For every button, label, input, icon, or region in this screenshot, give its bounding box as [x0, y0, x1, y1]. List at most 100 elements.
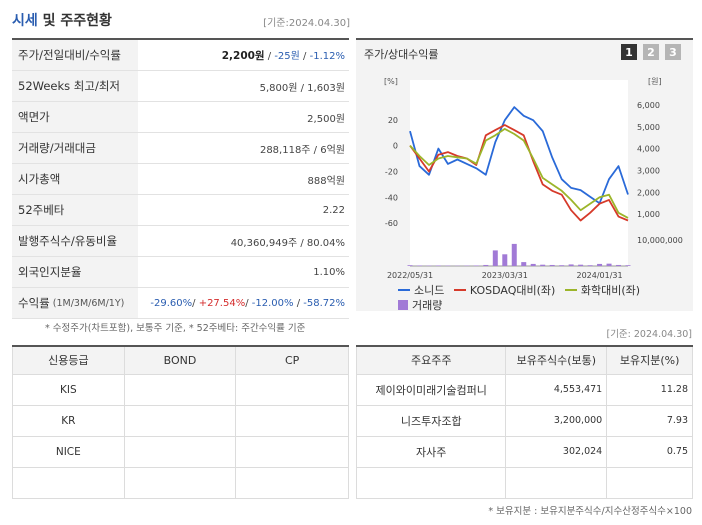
row-value: 888억원 — [307, 175, 346, 187]
volume-bar — [540, 264, 546, 266]
row-value: 288,118주 / 6억원 — [259, 144, 345, 156]
price-row: 시가총액 888억원 — [12, 164, 349, 195]
holding-note: * 보유지분 : 보유지분주식수/지수산정주식수×100 — [488, 506, 692, 517]
legend-swatch — [398, 289, 410, 291]
section-title-rest: 및 주주현황 — [37, 13, 112, 29]
major-shareholders-table: 주요주주 보유주식수(보통) 보유지분(%) 제이와이미래기술컴퍼니 4,553,… — [355, 345, 693, 499]
price-row: 수익률 (1M/3M/6M/1Y) -29.60%/ +27.54%/ -12.0… — [12, 288, 349, 319]
row-value: 5,800원 / 1,603원 — [259, 82, 345, 94]
table-cell: 0.75 — [606, 435, 693, 468]
volume-bar — [473, 265, 479, 266]
table-cell — [606, 466, 693, 499]
table-row: 니즈투자조합 3,200,000 7.93 — [355, 404, 693, 437]
volume-bar — [502, 254, 508, 266]
volume-bar — [435, 265, 441, 266]
table-cell — [235, 373, 349, 406]
table-cell: KR — [12, 404, 125, 437]
volume-bar — [597, 263, 603, 266]
base-date: [기준:2024.04.30] — [263, 18, 350, 29]
holders-base-date: [기준: 2024.04.30] — [606, 329, 692, 340]
credit-rating-table: 신용등급 BOND CP KIS KR NICE — [12, 345, 349, 499]
y-left-tick-label: 20 — [388, 116, 398, 125]
column-header: 주요주주 — [355, 346, 507, 375]
chart-tab-3[interactable]: 3 — [665, 44, 681, 60]
table-cell — [235, 466, 349, 499]
table-row: KIS — [12, 373, 349, 406]
x-tick-label: 2022/05/31 — [387, 271, 433, 280]
volume-bar — [416, 265, 422, 266]
series-line — [409, 128, 629, 219]
volume-bar — [549, 264, 555, 266]
volume-bar — [530, 263, 536, 266]
volume-bar — [483, 264, 489, 266]
price-row: 52Weeks 최고/최저 5,800원 / 1,603원 — [12, 71, 349, 102]
series-line — [409, 106, 629, 205]
volume-bar — [578, 264, 584, 266]
table-row — [12, 466, 349, 499]
table-cell: 자사주 — [355, 435, 507, 468]
price-row: 주가/전일대비/수익률 2,200원 / -25원 / -1.12% — [12, 40, 349, 71]
legend-swatch — [453, 289, 466, 291]
row-label: 거래량/거래대금 — [12, 133, 138, 163]
table-cell: 3,200,000 — [505, 404, 608, 437]
table-header-row: 주요주주 보유주식수(보통) 보유지분(%) — [355, 346, 693, 375]
return-6m: -12.00% — [251, 297, 294, 309]
table-row — [355, 466, 693, 499]
table-cell — [123, 404, 237, 437]
table-cell: 11.28 — [606, 373, 693, 406]
row-label: 외국인지분율 — [12, 257, 138, 287]
chart-legend: 소니드 KOSDAQ대비(좌) 화학대비(좌) 거래량 — [398, 280, 646, 314]
chart-tab-2[interactable]: 2 — [643, 44, 659, 60]
legend-swatch — [564, 289, 577, 291]
plot-area — [410, 80, 628, 266]
row-label: 52주베타 — [12, 195, 138, 225]
table-cell — [12, 466, 125, 499]
y-right-tick-label: 1,000 — [637, 210, 660, 219]
row-label: 주가/전일대비/수익률 — [12, 40, 138, 70]
legend-label: 거래량 — [412, 298, 443, 312]
volume-bar — [492, 250, 498, 266]
y-right-tick-label: 3,000 — [637, 166, 660, 175]
column-header: CP — [235, 346, 349, 375]
table-cell: 제이와이미래기술컴퍼니 — [355, 373, 507, 406]
chart-tab-1[interactable]: 1 — [621, 44, 637, 60]
price-rate: -1.12% — [309, 51, 345, 62]
row-value: 2.22 — [322, 204, 345, 216]
table-row: 자사주 302,024 0.75 — [355, 435, 693, 468]
volume-bar — [407, 265, 413, 266]
y-left-tick-label: -60 — [385, 219, 398, 228]
price-chart: [%] [원] 20 0 -20 -40 -60 6,000 5,000 4,000 3,000 2,… — [384, 77, 683, 280]
legend-item: 거래량 — [398, 298, 442, 313]
volume-bar — [625, 265, 631, 266]
current-price: 2,200원 — [221, 50, 265, 62]
table-cell — [123, 435, 237, 468]
price-row: 52주베타 2.22 — [12, 195, 349, 226]
volume-tick-label: 10,000,000 — [637, 236, 683, 245]
volume-bar — [587, 265, 593, 266]
table-row: 제이와이미래기술컴퍼니 4,553,471 11.28 — [355, 373, 693, 406]
table-cell: 7.93 — [606, 404, 693, 437]
column-header: 보유주식수(보통) — [505, 346, 608, 375]
x-tick-label: 2024/01/31 — [577, 271, 623, 280]
return-1m: -29.60% — [150, 297, 193, 309]
row-label: 발행주식수/유동비율 — [12, 226, 138, 256]
legend-item: 소니드 — [398, 283, 444, 298]
table-cell: KIS — [12, 373, 125, 406]
section-title-main: 시세 — [12, 13, 38, 29]
price-change: -25원 — [274, 51, 300, 62]
row-value: 2,200원 / -25원 / -1.12% — [221, 50, 345, 62]
table-cell: NICE — [12, 435, 125, 468]
price-row: 거래량/거래대금 288,118주 / 6억원 — [12, 133, 349, 164]
price-row: 액면가 2,500원 — [12, 102, 349, 133]
row-value: 40,360,949주 / 80.04% — [230, 237, 345, 249]
row-value: -29.60%/ +27.54%/ -12.00% / -58.72% — [150, 297, 345, 309]
chart-title: 주가/상대수익률 — [364, 48, 439, 61]
volume-bar — [606, 263, 612, 266]
table-cell — [123, 466, 237, 499]
price-row: 외국인지분율 1.10% — [12, 257, 349, 288]
y-right-tick-label: 6,000 — [637, 101, 660, 110]
section-title: 시세 및 주주현황 — [12, 10, 112, 30]
table-header-row: 신용등급 BOND CP — [12, 346, 349, 375]
legend-item: KOSDAQ대비(좌) — [453, 283, 555, 298]
row-value: 1.10% — [313, 266, 345, 278]
